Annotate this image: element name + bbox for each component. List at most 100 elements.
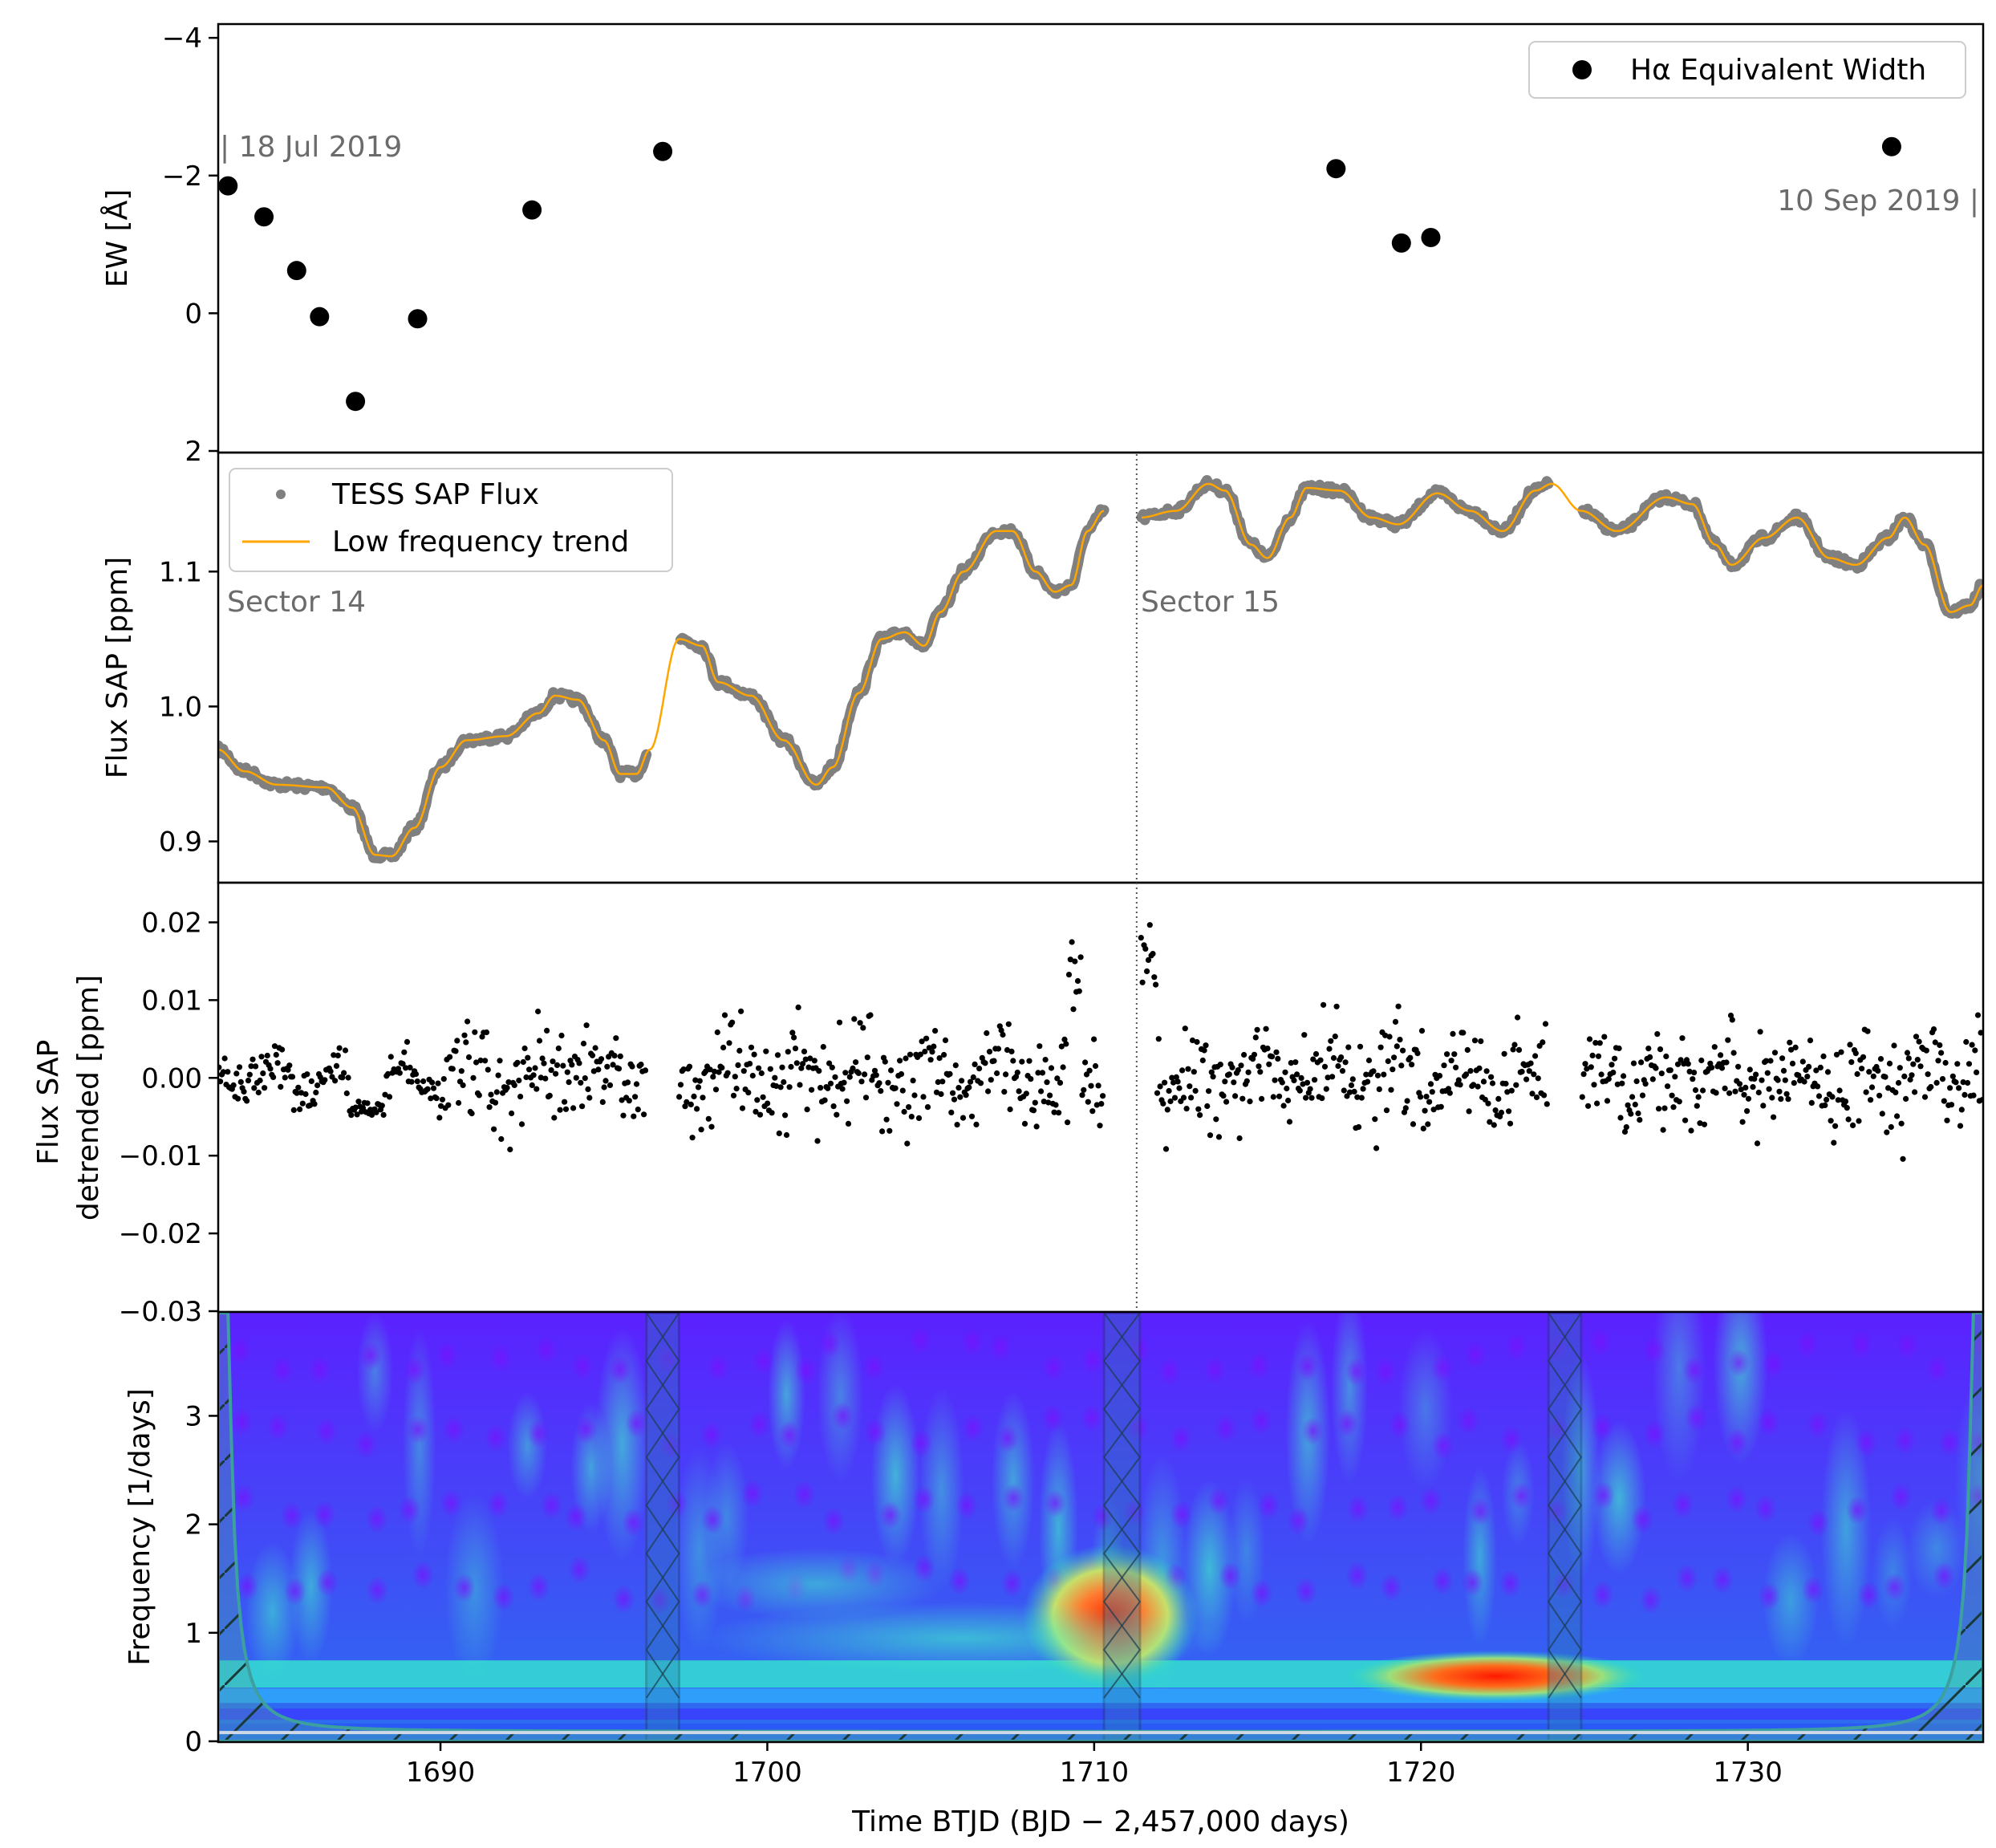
- detrended-point-898: [1639, 1092, 1646, 1099]
- detrended-point-201: [511, 1082, 517, 1088]
- detrended-point-761: [1404, 1098, 1410, 1104]
- detrended-point-263: [602, 1078, 609, 1084]
- detrended-point-637: [1222, 1078, 1228, 1085]
- ew-point-8: [1326, 159, 1346, 179]
- detrended-point-298: [686, 1063, 693, 1070]
- detrended-point-204: [516, 1077, 522, 1084]
- detrended-point-144: [428, 1095, 434, 1102]
- detrended-point-428: [878, 1088, 884, 1095]
- detrended-point-858: [1580, 1071, 1587, 1078]
- detrended-point-575: [1093, 1102, 1100, 1108]
- wavelet-spot-36: [612, 1584, 635, 1614]
- detrended-point-616: [1191, 1069, 1197, 1075]
- detrended-point-1111: [1953, 1079, 1959, 1086]
- detrended-point-763: [1407, 1054, 1414, 1061]
- detrended-point-321: [720, 1044, 727, 1051]
- detrended-point-786: [1441, 1062, 1447, 1069]
- detrended-point-698: [1312, 1077, 1318, 1083]
- detrended-point-42: [278, 1083, 284, 1090]
- detrended-point-269: [611, 1053, 618, 1059]
- detrended-point-756: [1397, 1037, 1403, 1043]
- detrended-point-793: [1451, 1051, 1458, 1058]
- detrended-point-236: [562, 1106, 570, 1112]
- detrended-point-1073: [1897, 1065, 1903, 1071]
- detrended-point-758: [1400, 1047, 1406, 1054]
- detrended-point-431: [882, 1058, 888, 1065]
- wavelet-spot-136: [1675, 1563, 1698, 1593]
- wavelet-spot-87: [1127, 1334, 1150, 1364]
- detrended-point-116: [386, 1094, 393, 1100]
- wavelet-spot-49: [740, 1479, 764, 1509]
- detrended-point-601: [1169, 1074, 1175, 1081]
- detrended-point-689: [1298, 1074, 1304, 1081]
- detrended-point-951: [1718, 1052, 1724, 1058]
- detrended-point-597: [1162, 1146, 1170, 1152]
- detrended-point-148: [433, 1095, 440, 1102]
- detrended-point-747: [1383, 1107, 1390, 1114]
- detrended-point-1001: [1791, 1080, 1797, 1086]
- wavelet-spot-28: [527, 1572, 550, 1602]
- detrended-point-227: [550, 1058, 556, 1065]
- detrended-point-445: [903, 1055, 909, 1062]
- detrended-point-733: [1363, 1071, 1369, 1078]
- detrended-point-985: [1767, 1058, 1774, 1064]
- detrended-point-125: [400, 1061, 406, 1067]
- x-axis-label: Time BTJD (BJD − 2,457,000 days): [851, 1805, 1349, 1838]
- detrended-point-1102: [1939, 1076, 1946, 1082]
- detrended-point-1: [218, 1078, 224, 1085]
- wavelet-spot-160: [1933, 1561, 1956, 1590]
- wavelet-streak-30: [1820, 1407, 1872, 1648]
- detrended-point-1026: [1828, 1118, 1834, 1124]
- detrended-point-393: [826, 1060, 833, 1066]
- detrended-point-1079: [1905, 1055, 1912, 1062]
- detrended-point-869: [1596, 1040, 1603, 1046]
- detrended-point-117: [387, 1054, 394, 1060]
- detrended-point-332: [736, 1047, 743, 1054]
- detrended-point-1081: [1909, 1072, 1915, 1078]
- wavelet-spot-16: [412, 1560, 435, 1590]
- detrended-point-72: [322, 1077, 328, 1083]
- detrended-point-123: [396, 1070, 403, 1076]
- detrended-point-6: [225, 1069, 231, 1075]
- detrended-point-903: [1647, 1054, 1653, 1060]
- detrended-point-526: [1021, 1120, 1028, 1127]
- detrended-point-374: [798, 1065, 805, 1071]
- detrended-point-707: [1325, 1074, 1331, 1081]
- detrended-point-936: [1695, 1094, 1702, 1100]
- detrended-point-324: [724, 1070, 731, 1076]
- detrended-point-532: [1030, 1107, 1037, 1114]
- detrended-point-631: [1213, 1116, 1219, 1123]
- detrended-point-642: [1229, 1064, 1235, 1070]
- wavelet-spot-163: [1925, 1354, 1949, 1383]
- sector-15-label: Sector 15: [1141, 586, 1280, 619]
- wavelet-ytick-label-1: 1: [185, 1618, 202, 1650]
- detrended-ytick-label-1: −0.02: [119, 1218, 202, 1250]
- wavelet-spot-96: [1250, 1578, 1273, 1608]
- detrended-point-210: [525, 1054, 531, 1061]
- detrended-point-139: [420, 1078, 427, 1085]
- detrended-point-618: [1194, 1038, 1200, 1046]
- detrended-point-746: [1382, 1032, 1389, 1038]
- wavelet-spot-156: [1883, 1572, 1906, 1602]
- detrended-point-218: [536, 1038, 543, 1044]
- detrended-point-270: [613, 1035, 619, 1042]
- detrended-point-22: [248, 1063, 254, 1070]
- detrended-point-1018: [1815, 1093, 1823, 1099]
- detrended-point-833: [1510, 1046, 1516, 1053]
- detrended-point-1051: [1864, 1028, 1871, 1034]
- wavelet-spot-45: [701, 1505, 724, 1534]
- wavelet-gap-hatch-b-0: [645, 1313, 680, 1699]
- wavelet-spot-128: [1591, 1580, 1614, 1610]
- detrended-point-1027: [1829, 1094, 1836, 1100]
- detrended-point-558: [1069, 939, 1075, 945]
- detrended-point-638: [1223, 1099, 1230, 1105]
- ew-ytick-label-3: 2: [185, 436, 202, 468]
- detrended-point-562: [1074, 977, 1081, 985]
- detrended-point-836: [1515, 1014, 1521, 1021]
- wavelet-spot-78: [1041, 1403, 1065, 1432]
- detrended-point-1050: [1863, 1089, 1869, 1095]
- wavelet-spot-132: [1639, 1585, 1662, 1614]
- detrended-point-480: [954, 1122, 960, 1128]
- detrended-point-1000: [1789, 1060, 1796, 1066]
- detrended-point-1066: [1886, 1060, 1893, 1066]
